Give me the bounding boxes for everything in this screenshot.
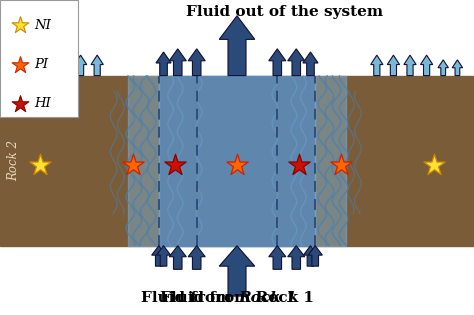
Text: NI: NI	[35, 19, 52, 32]
Polygon shape	[303, 52, 318, 76]
Polygon shape	[308, 246, 322, 266]
Polygon shape	[26, 60, 36, 76]
Point	[17, 101, 24, 106]
Polygon shape	[387, 55, 400, 76]
Polygon shape	[303, 246, 318, 266]
Polygon shape	[156, 52, 171, 76]
Bar	[0, 76, 474, 246]
Polygon shape	[11, 60, 22, 76]
Point	[129, 163, 137, 168]
Point	[172, 163, 179, 168]
Text: Fluid out of the system: Fluid out of the system	[186, 5, 383, 19]
Polygon shape	[404, 55, 416, 76]
Text: HI: HI	[35, 97, 51, 111]
Text: Rock 2: Rock 2	[7, 140, 20, 181]
Polygon shape	[219, 246, 255, 296]
Polygon shape	[188, 49, 205, 76]
Bar	[159, 76, 315, 246]
Polygon shape	[58, 55, 70, 76]
Polygon shape	[219, 16, 255, 76]
Polygon shape	[74, 55, 87, 76]
Bar	[315, 76, 346, 246]
Point	[337, 163, 345, 168]
Polygon shape	[288, 246, 305, 269]
Point	[36, 163, 44, 168]
Polygon shape	[269, 49, 286, 76]
Polygon shape	[371, 55, 383, 76]
Polygon shape	[288, 49, 305, 76]
FancyBboxPatch shape	[0, 0, 78, 117]
Polygon shape	[438, 60, 448, 76]
Point	[233, 163, 241, 168]
Polygon shape	[269, 246, 286, 269]
Polygon shape	[169, 246, 186, 269]
Polygon shape	[91, 55, 103, 76]
Text: Rock 1: Rock 1	[238, 291, 297, 305]
Polygon shape	[152, 246, 166, 266]
Text: Fluid from Rock 1: Fluid from Rock 1	[160, 291, 314, 305]
Text: Fluid from: Fluid from	[141, 291, 237, 305]
Polygon shape	[156, 246, 171, 266]
Text: PI: PI	[35, 58, 49, 71]
Polygon shape	[420, 55, 433, 76]
Bar	[128, 76, 159, 246]
Point	[17, 62, 24, 67]
Point	[430, 163, 438, 168]
Polygon shape	[188, 246, 205, 269]
Point	[295, 163, 302, 168]
Polygon shape	[41, 55, 54, 76]
Polygon shape	[169, 49, 186, 76]
Point	[17, 23, 24, 28]
Polygon shape	[452, 60, 463, 76]
